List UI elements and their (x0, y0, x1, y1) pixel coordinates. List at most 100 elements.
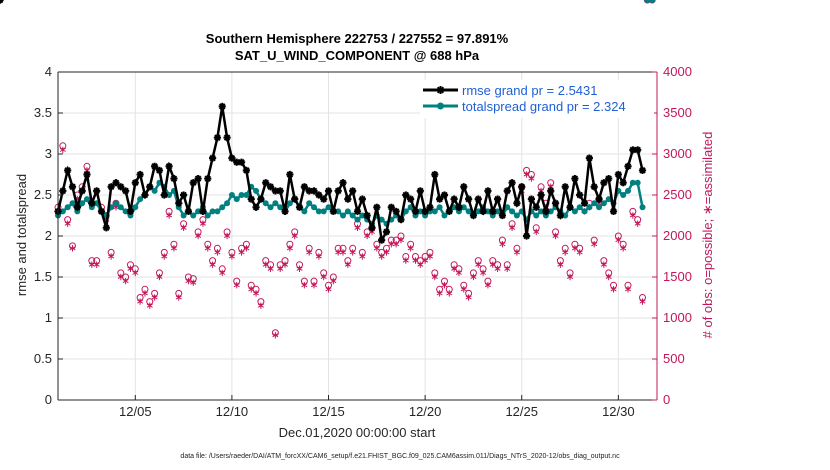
rmse-point (218, 102, 226, 111)
rmse-point (634, 146, 642, 154)
totalspread-point (600, 200, 607, 207)
rmse-point (199, 207, 207, 215)
obs-assimilated-point (475, 261, 482, 268)
obs-assimilated-point (504, 265, 511, 272)
rmse-point (141, 191, 149, 199)
rmse-point (349, 187, 357, 195)
rmse-point (175, 199, 183, 207)
rmse-point (102, 224, 110, 232)
obs-assimilated-point (620, 245, 627, 252)
rmse-point (460, 183, 468, 191)
obs-assimilated-point (59, 146, 66, 154)
totalspread-point (214, 208, 221, 215)
obs-assimilated-point (484, 282, 491, 289)
obs-assimilated-point (523, 171, 530, 178)
rmse-point (131, 179, 139, 187)
legend-spread-marker (437, 102, 444, 110)
y-tick-label: 2 (45, 228, 52, 243)
rmse-point (353, 207, 362, 215)
totalspread-point (79, 200, 86, 207)
obs-assimilated-point (69, 245, 76, 252)
rmse-point (286, 170, 294, 179)
obs-assimilated-point (180, 224, 187, 232)
totalspread-point (596, 204, 603, 211)
rmse-point (382, 228, 391, 236)
obs-assimilated-point (600, 261, 607, 268)
obs-assimilated-point (204, 245, 211, 252)
rmse-point (498, 211, 507, 220)
totalspread-point (224, 200, 231, 207)
y-tick-label: 1 (45, 310, 52, 325)
obs-assimilated-point (634, 220, 641, 227)
obs-assimilated-point (243, 245, 250, 252)
totalspread-point (494, 208, 501, 215)
obs-assimilated-point (311, 282, 318, 289)
obs-assimilated-point (470, 273, 477, 281)
data-file-footnote: data file: /Users/raeder/DAI/ATM_forcXX/… (180, 453, 620, 460)
y2-tick-label: 0 (663, 392, 670, 407)
totalspread-point (586, 204, 593, 211)
totalspread-point (69, 200, 76, 207)
rmse-point (551, 199, 560, 207)
rmse-point (513, 199, 521, 207)
totalspread-point (311, 204, 318, 211)
obs-assimilated-point (441, 282, 448, 289)
obs-assimilated-point (127, 265, 134, 272)
totalspread-point (359, 212, 366, 219)
y2-tick-label: 1000 (663, 310, 692, 325)
y-tick-label: 0 (45, 392, 52, 407)
totalspread-point (547, 208, 554, 215)
obs-assimilated-point (224, 232, 231, 240)
rmse-point (571, 175, 579, 183)
rmse-point (112, 179, 120, 187)
obs-assimilated-point (253, 290, 260, 297)
obs-assimilated-point (306, 249, 313, 256)
rmse-point (122, 187, 130, 195)
rmse-point (93, 187, 101, 195)
rmse-point (508, 179, 516, 187)
totalspread-point (417, 208, 424, 215)
totalspread-point (504, 204, 511, 211)
rmse-point (561, 183, 569, 191)
rmse-point (614, 170, 622, 179)
obs-assimilated-point (325, 286, 332, 293)
legend-rmse-star (436, 86, 445, 94)
totalspread-point (277, 204, 284, 211)
obs-assimilated-point (137, 298, 144, 305)
rmse-point (237, 158, 246, 166)
rmse-point (585, 154, 593, 162)
axes: 0 0.5 1 1.5 2 2.5 3 3.5 4 0 500 1000 1500 2000 2500 300… (34, 64, 692, 419)
obs-assimilated-point (93, 261, 100, 268)
rmse-point (358, 195, 366, 203)
rmse-point (126, 207, 135, 215)
obs-assimilated-point (557, 261, 564, 268)
rmse-point (339, 179, 347, 187)
totalspread-point (117, 204, 124, 211)
obs-assimilated-point (349, 249, 356, 256)
obs-assimilated-point (615, 236, 622, 244)
rmse-point (64, 166, 72, 174)
obs-assimilated-point (117, 273, 124, 281)
obs-assimilated-point (412, 257, 419, 264)
totalspread-point (112, 200, 119, 207)
totalspread-point (315, 208, 322, 215)
totalspread-point (349, 212, 356, 219)
y-axis-label: rmse and totalspread (14, 174, 29, 296)
rmse-point (532, 203, 540, 211)
totalspread-point (195, 208, 202, 215)
rmse-point (392, 207, 400, 215)
totalspread-point (576, 204, 583, 211)
totalspread-point (538, 208, 545, 215)
rmse-point (373, 203, 381, 211)
rmse-point (445, 207, 453, 215)
rmse-point (213, 134, 222, 142)
rmse-point (204, 175, 212, 183)
totalspread-point (354, 216, 361, 223)
obs-assimilated-point (591, 240, 598, 248)
y2-tick-label: 2500 (663, 187, 692, 202)
rmse-point (242, 166, 250, 174)
chart-title: Southern Hemisphere 222753 / 227552 = 97… (206, 31, 509, 46)
obs-assimilated-point (436, 290, 443, 297)
obs-assimilated-point (301, 282, 308, 289)
obs-assimilated-point (282, 261, 289, 268)
